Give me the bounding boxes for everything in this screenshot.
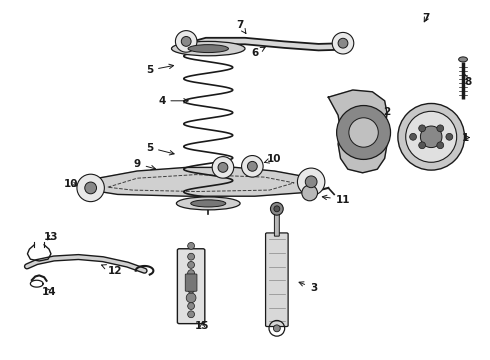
Text: 11: 11 — [322, 195, 350, 205]
Ellipse shape — [297, 168, 325, 195]
FancyBboxPatch shape — [274, 208, 279, 236]
Text: 14: 14 — [42, 287, 56, 297]
Ellipse shape — [186, 293, 196, 303]
Ellipse shape — [188, 286, 195, 293]
Ellipse shape — [247, 161, 257, 171]
Polygon shape — [83, 167, 318, 196]
Ellipse shape — [418, 125, 425, 132]
Ellipse shape — [270, 202, 283, 215]
Ellipse shape — [188, 311, 195, 318]
Ellipse shape — [188, 270, 195, 276]
Ellipse shape — [337, 105, 391, 159]
Text: 1: 1 — [462, 132, 469, 143]
Ellipse shape — [188, 242, 195, 249]
FancyBboxPatch shape — [266, 233, 288, 327]
Ellipse shape — [218, 162, 228, 172]
Text: 10: 10 — [264, 154, 282, 164]
Ellipse shape — [332, 32, 354, 54]
Text: 4: 4 — [158, 96, 188, 106]
Text: 5: 5 — [146, 64, 173, 75]
Ellipse shape — [188, 303, 195, 310]
Ellipse shape — [349, 118, 378, 147]
Text: 6: 6 — [251, 47, 265, 58]
Ellipse shape — [305, 176, 317, 188]
Ellipse shape — [181, 36, 191, 46]
Ellipse shape — [410, 133, 416, 140]
Ellipse shape — [175, 31, 197, 52]
Text: 12: 12 — [101, 265, 122, 276]
Ellipse shape — [191, 200, 226, 207]
Ellipse shape — [437, 125, 444, 132]
Ellipse shape — [446, 133, 453, 140]
Text: 9: 9 — [134, 159, 155, 170]
Text: 2: 2 — [377, 107, 391, 117]
Text: 10: 10 — [64, 179, 78, 189]
Ellipse shape — [273, 325, 280, 332]
Text: 7: 7 — [236, 20, 246, 33]
Ellipse shape — [77, 174, 104, 202]
Ellipse shape — [172, 41, 245, 56]
Polygon shape — [186, 38, 343, 50]
Polygon shape — [328, 90, 387, 173]
Ellipse shape — [242, 156, 263, 177]
Text: 15: 15 — [195, 321, 210, 331]
Ellipse shape — [85, 182, 97, 194]
Text: 7: 7 — [422, 13, 430, 23]
Ellipse shape — [302, 185, 318, 201]
Text: 3: 3 — [299, 282, 317, 293]
Ellipse shape — [406, 111, 457, 162]
FancyBboxPatch shape — [185, 274, 197, 291]
Ellipse shape — [176, 197, 240, 210]
Ellipse shape — [418, 142, 425, 149]
Ellipse shape — [338, 38, 348, 48]
Text: 13: 13 — [44, 232, 59, 242]
Ellipse shape — [459, 57, 467, 62]
Ellipse shape — [212, 157, 234, 178]
Ellipse shape — [420, 126, 442, 148]
FancyBboxPatch shape — [177, 249, 205, 324]
Ellipse shape — [398, 103, 465, 170]
Ellipse shape — [188, 261, 195, 268]
Text: 5: 5 — [146, 143, 174, 155]
Ellipse shape — [188, 45, 228, 53]
Ellipse shape — [437, 142, 444, 149]
Ellipse shape — [186, 276, 196, 286]
Ellipse shape — [274, 206, 280, 212]
Text: 8: 8 — [465, 74, 471, 87]
Ellipse shape — [188, 253, 195, 260]
